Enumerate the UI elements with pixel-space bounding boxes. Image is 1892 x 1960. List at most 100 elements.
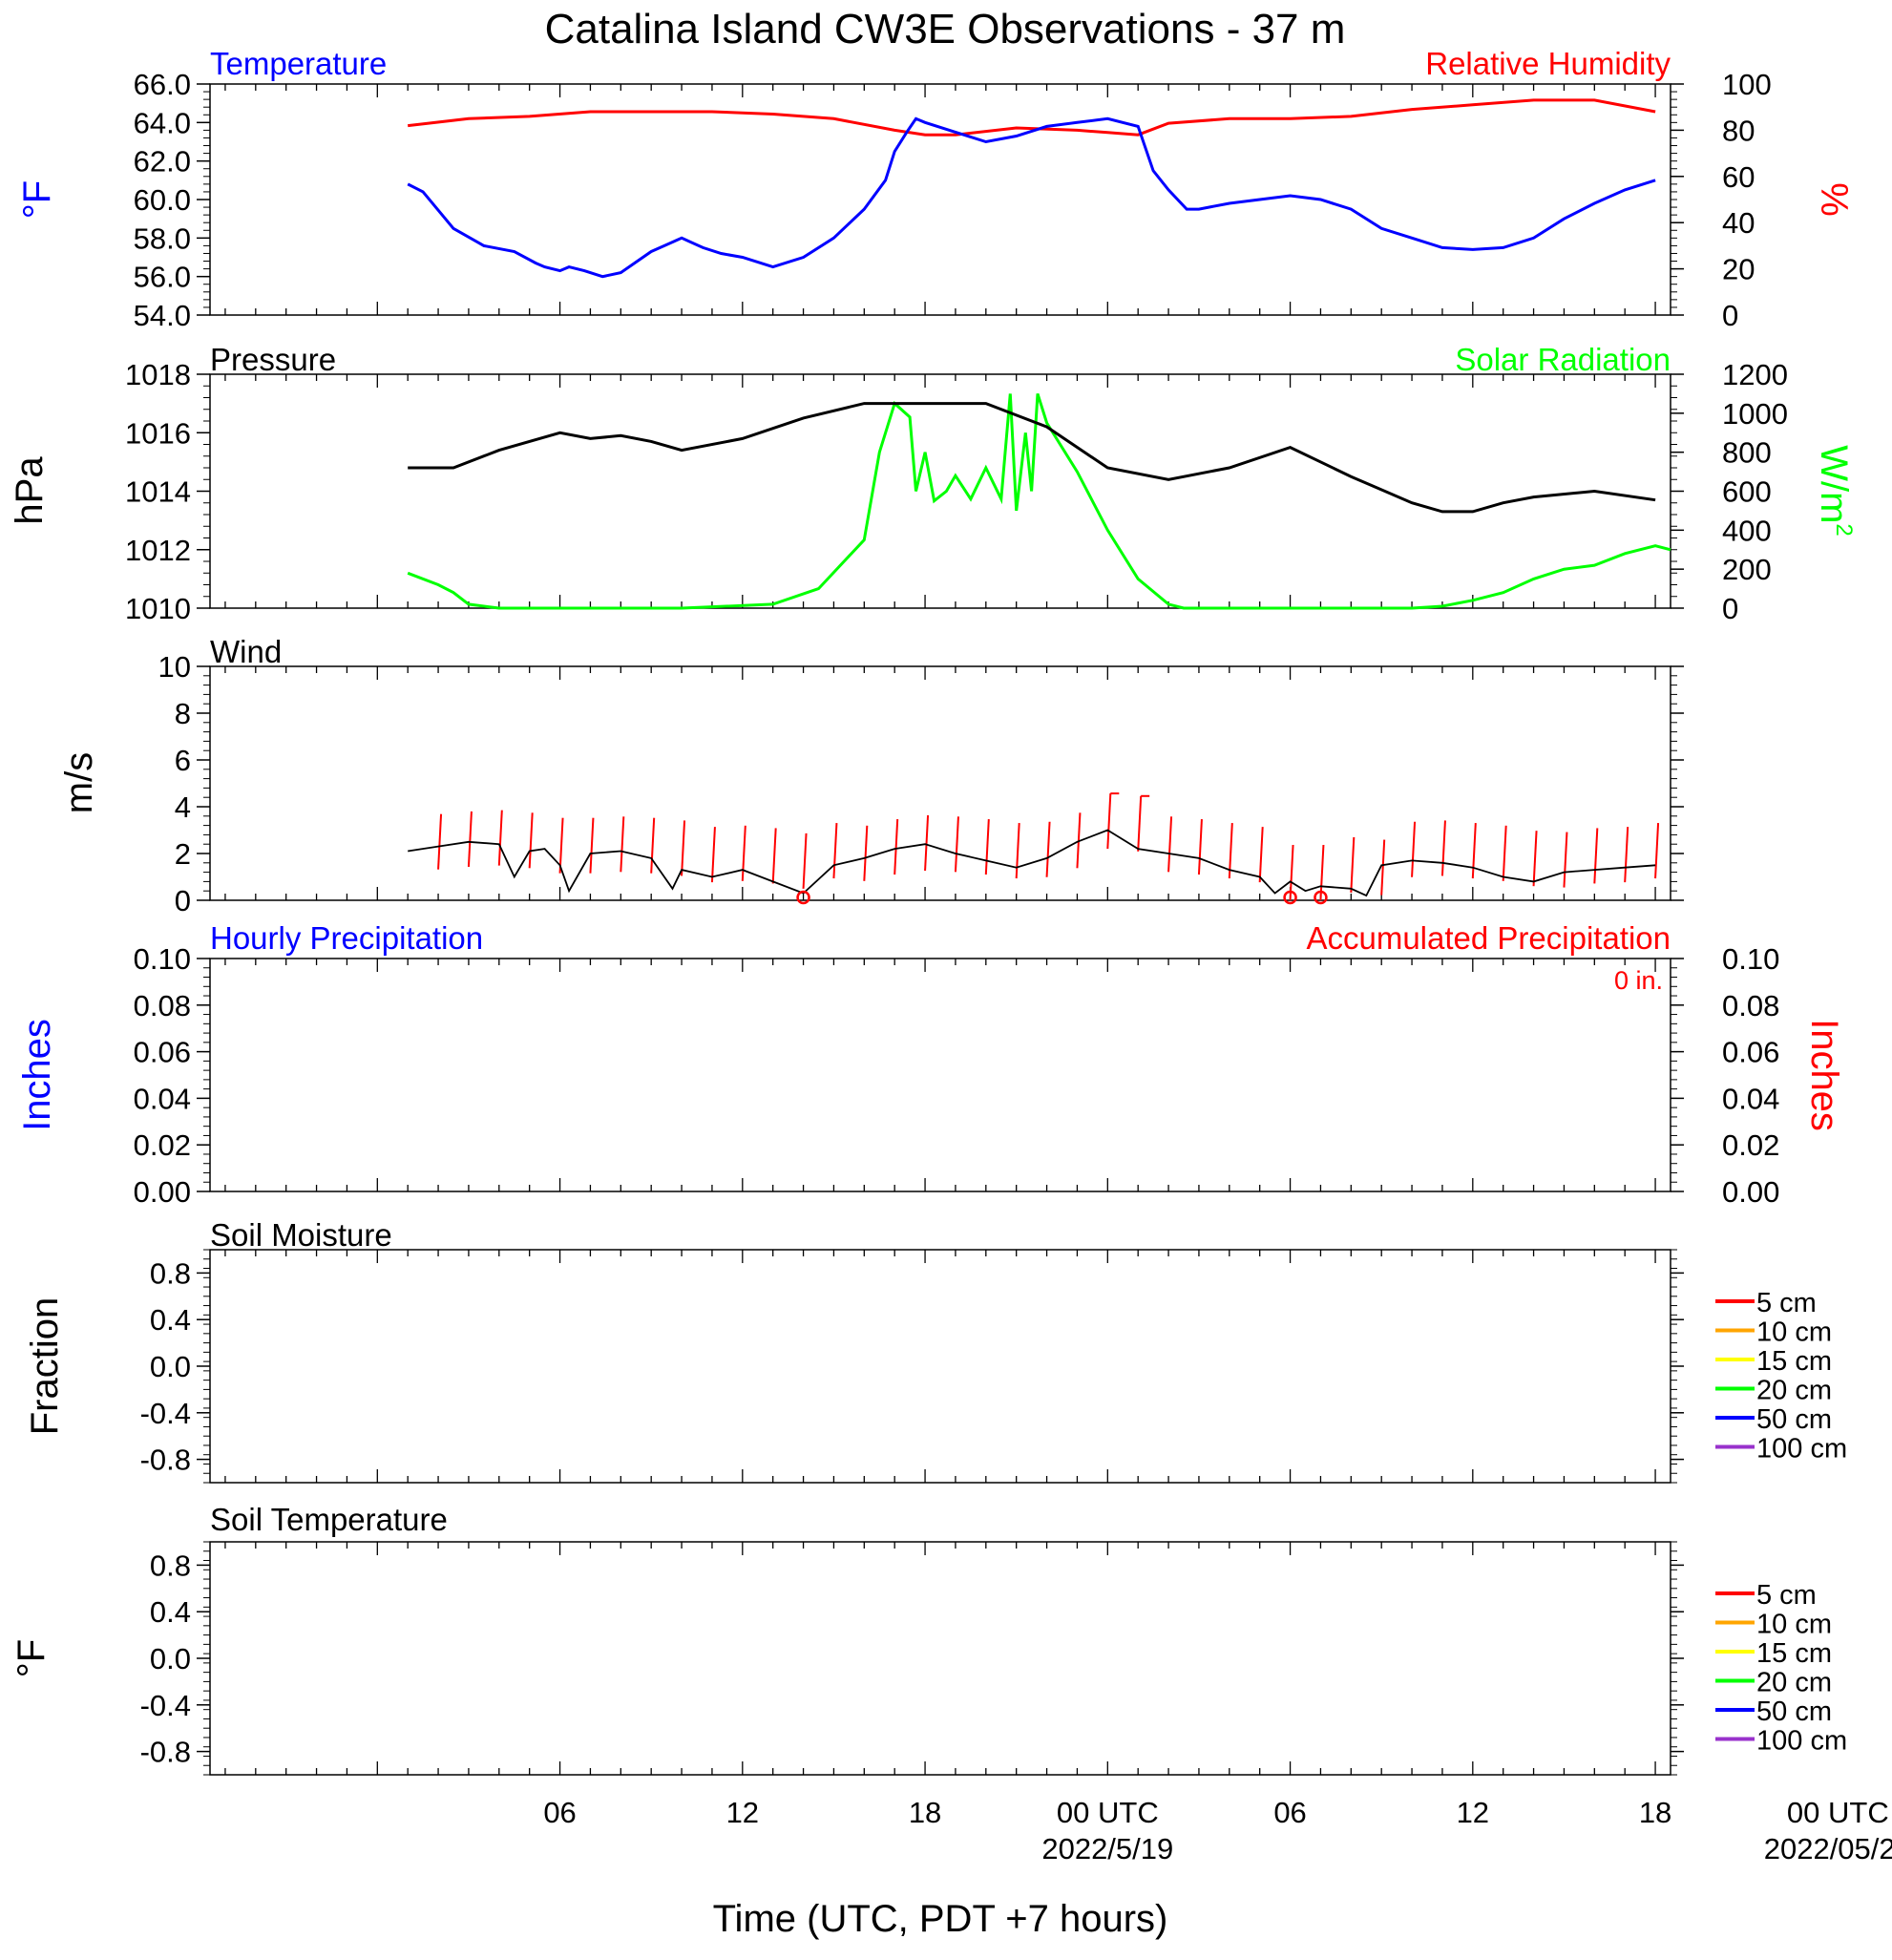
y-tick-label: 0.08: [134, 989, 191, 1022]
y-tick-label: 0.08: [1722, 989, 1779, 1022]
wind-barb: [1654, 823, 1660, 879]
y-tick-label: 62.0: [134, 145, 191, 179]
y-tick-label: 0.0: [150, 1350, 191, 1383]
solar-label: Solar Radiation: [1455, 342, 1671, 377]
wind-barb: [1440, 820, 1446, 876]
y-tick-label: 0.0: [150, 1642, 191, 1675]
y-tick-label: 2: [175, 837, 191, 871]
solar-unit: W/m2: [1813, 445, 1857, 537]
wind-barb: [771, 828, 777, 884]
y-tick-label: 1010: [125, 592, 191, 625]
x-tick-label: 18: [909, 1796, 941, 1829]
solar-unit-exponent: 2: [1831, 523, 1857, 536]
legend-label: 100 cm: [1756, 1726, 1847, 1757]
y-tick-label: 0.02: [1722, 1128, 1779, 1162]
humidity-label: Relative Humidity: [1425, 46, 1671, 81]
accum-precip-label: Accumulated Precipitation: [1306, 920, 1671, 956]
temperature-y-ticks: 54.0 56.0 58.0 60.0 62.0 64.0 66.0: [134, 68, 1677, 332]
x-tick-label: 00 UTC: [1057, 1796, 1159, 1829]
x-ticks: [224, 1542, 1656, 1775]
y-tick-label: 0.00: [1722, 1175, 1779, 1209]
calm-marker: [796, 890, 810, 905]
humidity-series-line: [408, 98, 1656, 137]
y-tick-label: 1200: [1722, 358, 1788, 391]
wind-barb: [1167, 816, 1173, 873]
y-tick-label: 20: [1722, 253, 1755, 286]
soil-moisture-y-ticks: -0.8 -0.4 0.0 0.4 0.8: [140, 1249, 1684, 1484]
panel-frame: [209, 1541, 1671, 1776]
x-ticks: [224, 959, 1656, 1191]
x-tick-sublabel: 2022/5/19: [1041, 1832, 1173, 1865]
x-tick-label: 06: [543, 1796, 576, 1829]
y-tick-label: 0.10: [1722, 942, 1779, 976]
wind-barb: [924, 814, 930, 872]
y-tick-label: 400: [1722, 514, 1772, 547]
legend-label: 100 cm: [1756, 1434, 1847, 1465]
panel-pressure-solar: Pressure Solar Radiation hPa W/m2 101010…: [9, 342, 1857, 625]
y-tick-label: 4: [175, 790, 191, 824]
y-tick-label: 40: [1722, 206, 1755, 240]
x-tick-label: 06: [1273, 1796, 1306, 1829]
y-tick-label: 60.0: [134, 183, 191, 217]
y-tick-label: 800: [1722, 436, 1772, 470]
legend-label: 10 cm: [1756, 1610, 1832, 1640]
x-ticks: [224, 666, 1656, 900]
wind-barb: [1502, 825, 1507, 881]
temperature-label: Temperature: [210, 46, 387, 81]
humidity-unit: %: [1813, 182, 1855, 217]
soil-temperature-y-ticks: -0.8 -0.4 0.0 0.4 0.8: [140, 1541, 1684, 1776]
y-tick-label: 60: [1722, 160, 1755, 194]
y-tick-label: 0.4: [150, 1595, 191, 1629]
panel-precipitation: Hourly Precipitation Accumulated Precipi…: [16, 920, 1845, 1209]
y-tick-label: 0.8: [150, 1549, 191, 1582]
wind-barb: [1045, 821, 1051, 877]
x-ticks: [224, 1250, 1656, 1483]
wind-barb: [1197, 818, 1203, 875]
y-tick-label: -0.4: [140, 1689, 191, 1722]
wind-barb: [650, 817, 656, 874]
panel-frame: [209, 958, 1671, 1192]
wind-barb: [1106, 793, 1112, 850]
y-tick-label: 0: [175, 884, 191, 917]
wind-barb: [620, 816, 625, 873]
solar-series-line: [407, 392, 1671, 610]
soil-moisture-label: Soil Moisture: [210, 1217, 392, 1253]
pressure-y-ticks: 1010 1012 1014 1016 1018: [125, 358, 1677, 625]
wind-barb: [863, 825, 869, 881]
y-tick-label: 58.0: [134, 221, 191, 255]
legend-label: 50 cm: [1756, 1404, 1832, 1435]
y-tick-label: 10: [158, 650, 191, 684]
y-tick-label: 1018: [125, 358, 191, 391]
soil-temperature-unit: °F: [11, 1639, 53, 1677]
calm-markers: [796, 890, 1328, 905]
calm-marker: [1283, 890, 1297, 905]
y-tick-label: 0.04: [1722, 1082, 1779, 1115]
legend-label: 15 cm: [1756, 1638, 1832, 1669]
legend-label: 5 cm: [1756, 1580, 1817, 1611]
soil-moisture-unit: Fraction: [24, 1297, 66, 1436]
y-tick-label: 0: [1722, 299, 1738, 332]
wind-barb: [984, 818, 990, 875]
accum-precip-unit: Inches: [1803, 1019, 1845, 1131]
legend-label: 20 cm: [1756, 1668, 1832, 1698]
legend-label: 15 cm: [1756, 1346, 1832, 1377]
wind-y-ticks: 0 2 4 6 8 10: [158, 650, 1684, 917]
wind-barb: [589, 817, 595, 874]
x-tick-label: 12: [1457, 1796, 1489, 1829]
y-tick-label: 0.10: [134, 942, 191, 976]
y-tick-label: 0: [1722, 592, 1738, 625]
wind-barb: [467, 811, 473, 868]
wind-label: Wind: [210, 634, 282, 669]
soil-temperature-label: Soil Temperature: [210, 1502, 448, 1537]
figure-title: Catalina Island CW3E Observations - 37 m: [545, 6, 1346, 53]
wind-barb: [1015, 823, 1020, 879]
wind-barb: [1411, 821, 1417, 877]
wind-barb: [802, 832, 808, 889]
wind-barb: [1137, 795, 1143, 852]
wind-barbs: [437, 792, 1660, 901]
solar-y-ticks: 0 200 400 600 800 1000 1200: [1671, 358, 1788, 625]
wind-barb: [954, 816, 959, 873]
y-tick-label: 600: [1722, 475, 1772, 509]
legend-label: 10 cm: [1756, 1317, 1832, 1348]
pressure-label: Pressure: [210, 342, 336, 377]
